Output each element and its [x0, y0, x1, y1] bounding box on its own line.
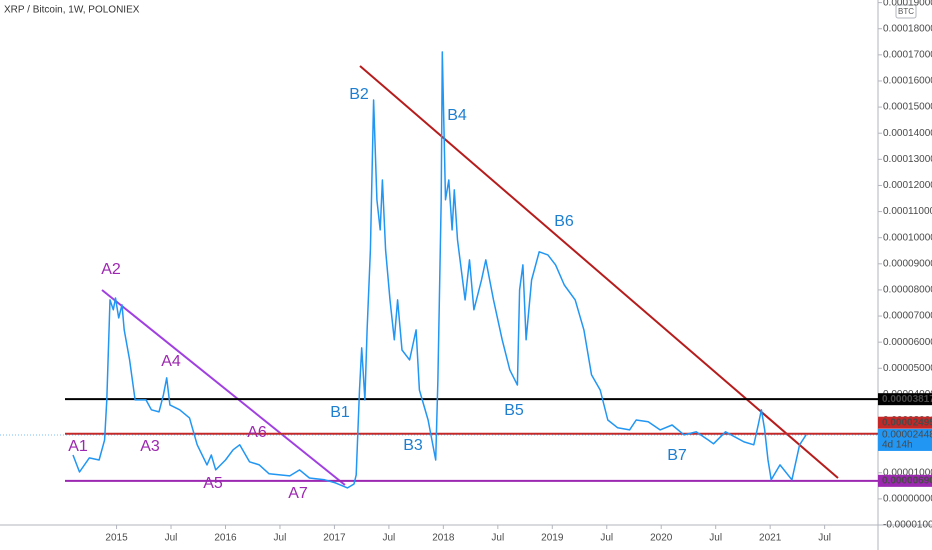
y-tick-label: 0.00016000	[883, 76, 932, 87]
countdown-label: 4d 14h	[882, 440, 913, 451]
x-tick-label: Jul	[274, 533, 287, 544]
annotation: A3	[140, 438, 160, 455]
x-tick-label: 2016	[214, 533, 237, 544]
currency-label: BTC	[898, 7, 914, 16]
level-label: 0.00000690	[882, 475, 932, 486]
trend-line-a	[101, 289, 346, 486]
y-tick-label: 0.00005000	[883, 363, 932, 374]
y-tick-label: 0.00009000	[883, 258, 932, 269]
annotation: B7	[667, 447, 687, 464]
annotation: B2	[349, 86, 369, 103]
y-tick-label: 0.00011000	[883, 206, 932, 217]
x-tick-label: Jul	[818, 533, 831, 544]
x-tick-label: Jul	[165, 533, 178, 544]
x-tick-label: 2020	[650, 533, 673, 544]
x-tick-label: 2019	[541, 533, 564, 544]
x-tick-label: 2017	[323, 533, 346, 544]
y-tick-label: 0.00018000	[883, 23, 932, 34]
annotation: B1	[330, 404, 350, 421]
annotation: A5	[203, 475, 223, 492]
annotation: B4	[447, 107, 467, 124]
level-label-box	[878, 474, 932, 487]
chart-title: XRP / Bitcoin, 1W, POLONIEX	[4, 5, 140, 16]
y-tick-label: -0.00001000	[883, 520, 932, 531]
last-price-box	[878, 428, 932, 451]
y-tick-label: 0.00006000	[883, 337, 932, 348]
y-tick-label: 0.00001000	[883, 467, 932, 478]
level-label-box	[878, 416, 932, 429]
y-tick-label: 0.00017000	[883, 49, 932, 60]
x-tick-label: Jul	[491, 533, 504, 544]
x-tick-label: 2015	[105, 533, 128, 544]
x-tick-label: Jul	[709, 533, 722, 544]
annotation: A4	[161, 353, 181, 370]
annotation: A2	[101, 261, 121, 278]
annotation: B3	[403, 437, 423, 454]
y-tick-label: 0.00010000	[883, 232, 932, 243]
currency-box	[895, 4, 917, 19]
level-label: 0.00003817	[882, 394, 932, 405]
y-tick-label: 0.00000000	[883, 494, 932, 505]
trend-line-b	[359, 65, 839, 479]
y-tick-label: 0.00007000	[883, 311, 932, 322]
x-tick-label: 2018	[432, 533, 455, 544]
y-tick-label: 0.00012000	[883, 180, 932, 191]
last-price-label: 0.00002448	[882, 430, 932, 441]
annotation: B6	[554, 213, 574, 230]
annotation: A6	[247, 424, 267, 441]
level-label-box	[878, 393, 932, 406]
annotation: B5	[504, 402, 524, 419]
y-tick-label: 0.00008000	[883, 285, 932, 296]
x-tick-label: Jul	[600, 533, 613, 544]
x-tick-label: 2021	[759, 533, 782, 544]
y-tick-label: 0.00014000	[883, 128, 932, 139]
x-tick-label: Jul	[382, 533, 395, 544]
level-label: 0.00002495	[882, 417, 932, 428]
y-tick-label: 0.00019000	[883, 0, 932, 8]
y-tick-label: 0.00015000	[883, 102, 932, 113]
annotation: A7	[288, 485, 308, 502]
price-line	[72, 51, 807, 489]
y-tick-label: 0.00013000	[883, 154, 932, 165]
annotation: A1	[68, 438, 88, 455]
